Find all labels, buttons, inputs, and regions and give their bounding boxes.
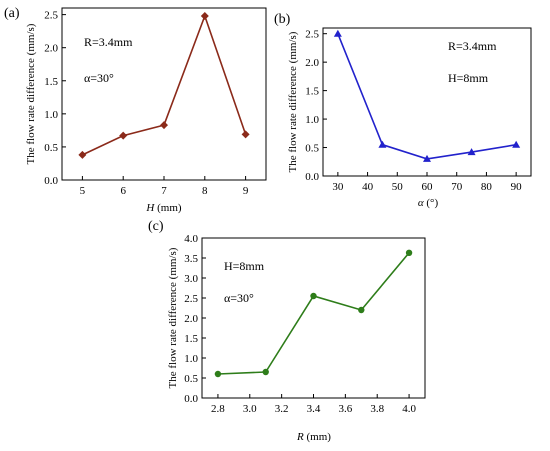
panel-b-y-tick-label: 1.0 [305, 114, 319, 126]
panel-a-y-tick-label: 2.0 [44, 43, 58, 55]
panel-c-data-point [310, 292, 317, 300]
panel-b: (b) The flow rate difference (mm/s) α (°… [274, 12, 532, 209]
panel-a-data-point [241, 130, 250, 139]
panel-a-x-tick-label: 8 [202, 185, 208, 197]
panel-c-x-tick-label: 3.2 [275, 403, 289, 415]
panel-c-x-axis-unit: (mm) [304, 431, 332, 443]
panel-a-y-tick-label: 1.5 [44, 76, 58, 88]
panel-c-x-tick-label: 3.8 [370, 403, 384, 415]
panel-a-data-point [119, 131, 128, 140]
panel-b-x-tick-label: 90 [511, 181, 523, 193]
panel-b-y-axis-label: The flow rate difference (mm/s) [287, 31, 299, 172]
panel-a-x-tick-label: 7 [161, 185, 167, 197]
panel-b-data-point [512, 140, 521, 148]
panel-a-data-point [160, 121, 168, 130]
panel-b-x-tick-label: 40 [362, 181, 374, 193]
panel-a-data-point [78, 150, 87, 159]
panel-b-y-tick-label: 0.5 [305, 143, 319, 155]
panel-c-y-tick-label: 2.5 [184, 293, 198, 305]
panel-b-x-tick-label: 70 [451, 181, 463, 193]
panel-b-annotation-radius: R=3.4mm [448, 39, 497, 53]
panel-a-y-tick-label: 2.5 [44, 10, 58, 22]
panel-c-x-tick-label: 2.8 [211, 403, 225, 415]
panel-a-y-tick-label: 0.0 [44, 175, 58, 187]
panel-c-x-tick-label: 4.0 [402, 403, 416, 415]
panel-c-x-tick-label: 3.6 [338, 403, 352, 415]
panel-c-data-point [358, 306, 365, 314]
panel-c-y-tick-label: 4.0 [184, 233, 198, 245]
panel-b-x-tick-label: 50 [392, 181, 404, 193]
panel-b-letter: (b) [274, 12, 291, 27]
panel-b-x-axis-label: α (°) [418, 197, 439, 209]
panel-c-letter: (c) [148, 219, 164, 234]
panel-b-data-point [378, 140, 387, 148]
panel-b-plot-frame [322, 27, 532, 177]
panel-a-x-axis-label: H (mm) [145, 202, 181, 214]
panel-a-annotation-radius: R=3.4mm [84, 35, 133, 49]
panel-b-y-tick-label: 1.5 [305, 86, 319, 98]
panel-a-x-tick-label: 9 [243, 185, 249, 197]
panel-a-plot-frame [61, 7, 267, 181]
panel-c-y-tick-label: 0.0 [184, 393, 198, 405]
panel-c-x-axis-label: R (mm) [296, 431, 331, 443]
panel-b-annotation-height: H=8mm [448, 71, 489, 85]
panel-c-data-point [405, 249, 413, 256]
panel-c-data-point [262, 368, 269, 376]
panel-c-annotation-height: H=8mm [224, 259, 265, 273]
panel-c-x-tick-label: 3.4 [307, 403, 321, 415]
panel-b-y-tick-label: 2.5 [305, 29, 319, 41]
panel-b-x-tick-label: 80 [481, 181, 493, 193]
panel-c-y-tick-label: 1.5 [184, 333, 198, 345]
panel-c: (c) The flow rate difference (mm/s) R (m… [148, 219, 426, 443]
panel-c-y-tick-label: 2.0 [184, 313, 198, 325]
panel-a-letter: (a) [4, 6, 20, 21]
panel-c-y-tick-label: 3.5 [184, 253, 198, 265]
panel-a-x-tick-label: 5 [80, 185, 86, 197]
panel-a-y-tick-label: 0.5 [44, 142, 58, 154]
panel-a-data-point [200, 11, 209, 20]
panel-c-y-tick-label: 0.5 [184, 373, 198, 385]
panel-b-y-tick-label: 2.0 [305, 57, 319, 69]
panel-c-y-tick-label: 3.0 [184, 273, 198, 285]
panel-c-x-axis-var: R [296, 431, 304, 443]
panel-a-x-tick-label: 6 [120, 185, 126, 197]
panel-b-data-point [423, 154, 431, 162]
panel-b-data-point [467, 148, 476, 156]
panel-b-x-axis-var: α [418, 197, 424, 209]
panel-c-annotation-angle: α=30° [224, 291, 254, 305]
panel-b-x-tick-label: 60 [422, 181, 434, 193]
panel-b-x-tick-label: 30 [332, 181, 344, 193]
panel-c-data-point [214, 370, 222, 378]
panel-a-y-tick-label: 1.0 [44, 109, 58, 121]
panel-c-y-axis-label: The flow rate difference (mm/s) [167, 247, 179, 388]
panel-c-x-tick-label: 3.0 [243, 403, 257, 415]
panel-b-y-tick-label: 0.0 [305, 171, 319, 183]
panel-a-x-axis-unit: (mm) [154, 202, 182, 214]
panel-a-y-axis-label: The flow rate difference (mm/s) [25, 23, 37, 164]
panel-b-data-point [333, 29, 342, 37]
panel-c-y-tick-label: 1.0 [184, 353, 198, 365]
panel-a-annotation-angle: α=30° [84, 71, 114, 85]
panel-b-x-axis-unit: (°) [424, 197, 439, 209]
panel-a: (a) The flow rate difference (mm/s) H (m… [4, 6, 267, 214]
panel-a-x-axis-var: H [145, 202, 155, 214]
